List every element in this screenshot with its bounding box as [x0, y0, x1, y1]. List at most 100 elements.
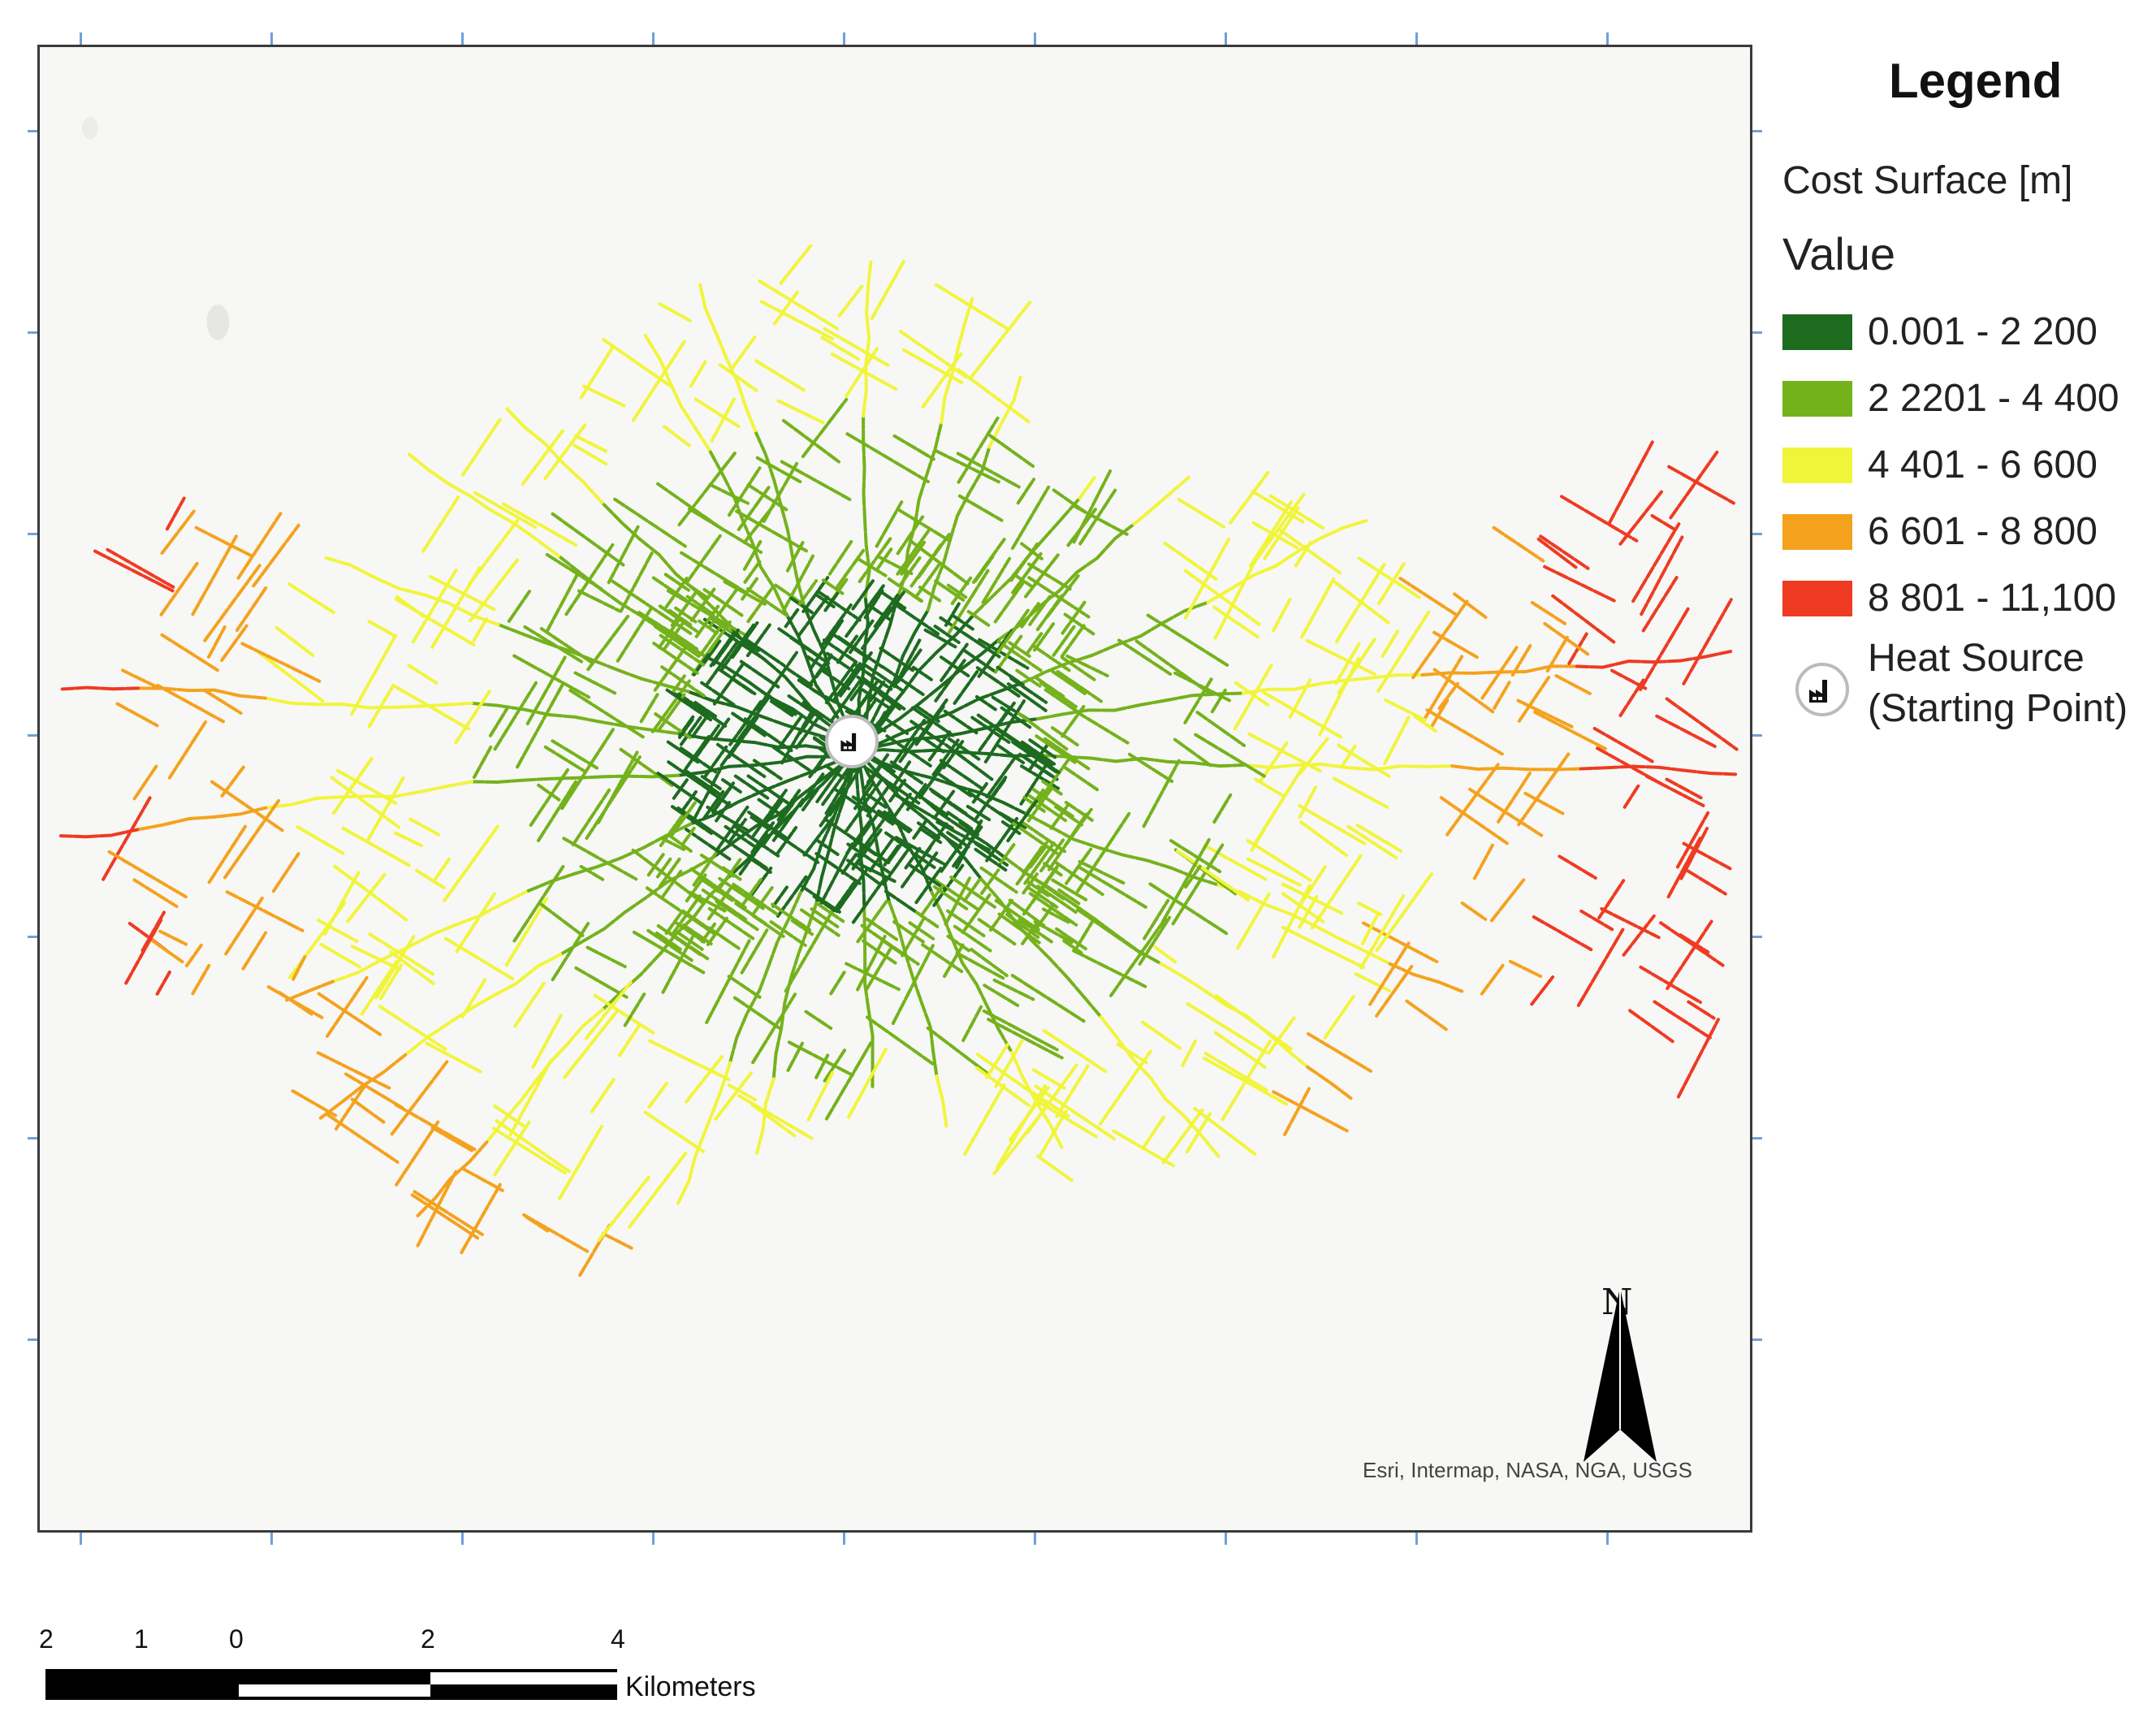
road-segment	[444, 780, 474, 789]
road-segment	[1061, 655, 1097, 682]
road-segment	[787, 1040, 854, 1077]
road-segment	[908, 921, 935, 941]
legend-class-label: 2 2201 - 4 400	[1868, 377, 2119, 420]
legend: Legend Cost Surface [m] Value 0.001 - 2 …	[1778, 45, 2152, 776]
road-segment	[880, 664, 925, 697]
road-segment	[993, 582, 1025, 624]
road-segment	[1173, 671, 1231, 703]
road-segment	[801, 397, 849, 459]
road-segment	[1239, 890, 1268, 906]
graticule-tick	[652, 1533, 655, 1545]
road-segment	[864, 945, 893, 992]
road-segment	[1679, 655, 1708, 663]
road-segment	[416, 1170, 458, 1248]
road-segment	[1533, 710, 1607, 750]
road-segment	[1412, 972, 1441, 984]
road-segment	[1627, 659, 1657, 664]
road-segment	[1099, 1014, 1119, 1040]
road-segment	[978, 704, 1013, 753]
road-segment	[1160, 609, 1186, 625]
road-segment	[1008, 641, 1031, 658]
road-segment	[1203, 1057, 1290, 1107]
road-segment	[187, 815, 217, 821]
road-segment	[1675, 811, 1710, 869]
road-segment	[862, 517, 868, 547]
road-segment	[1025, 880, 1052, 899]
map-frame[interactable]	[37, 45, 1752, 1533]
road-segment	[1354, 972, 1392, 992]
road-segment	[501, 502, 577, 547]
road-segment	[1679, 826, 1709, 880]
road-segment	[987, 421, 1004, 449]
road-segment	[685, 1055, 724, 1104]
road-segment	[866, 259, 873, 289]
road-segment	[650, 679, 691, 733]
road-segment	[1667, 465, 1735, 505]
road-segment	[1645, 774, 1705, 807]
graticule-tick	[28, 936, 37, 938]
road-segment	[167, 718, 209, 780]
road-segment	[223, 798, 281, 880]
road-segment	[271, 852, 300, 893]
road-segment	[1000, 820, 1022, 836]
road-segment	[539, 902, 585, 937]
road-segment	[543, 422, 587, 481]
road-segment	[1246, 838, 1312, 882]
road-segment	[502, 1099, 523, 1122]
heat-source-marker[interactable]	[825, 715, 879, 768]
road-segment	[504, 897, 549, 967]
road-segment	[832, 881, 856, 913]
road-segment	[797, 634, 810, 663]
road-segment	[1343, 676, 1373, 682]
road-segment	[814, 1053, 830, 1079]
road-segment	[1034, 1084, 1117, 1141]
road-segment	[573, 434, 608, 453]
road-segment	[1628, 1009, 1675, 1044]
road-segment	[733, 774, 771, 802]
road-segment	[1116, 1042, 1148, 1065]
road-segment	[740, 928, 769, 975]
road-segment	[687, 1155, 697, 1183]
road-segment	[974, 694, 997, 711]
road-segment	[252, 523, 300, 588]
road-segment	[736, 380, 748, 409]
road-segment	[851, 579, 875, 611]
road-segment	[1346, 766, 1376, 772]
road-segment	[616, 668, 643, 681]
road-segment	[905, 783, 927, 811]
road-segment	[356, 958, 384, 975]
road-segment	[1191, 761, 1221, 768]
road-segment	[731, 711, 767, 737]
road-segment	[1285, 1048, 1310, 1069]
road-segment	[493, 1120, 531, 1177]
road-segment	[732, 495, 745, 522]
road-segment	[1037, 756, 1072, 802]
road-segment	[1005, 913, 1040, 939]
road-segment	[914, 562, 942, 599]
road-segment	[1142, 1115, 1166, 1149]
road-segment	[664, 910, 684, 936]
road-segment	[1687, 1000, 1716, 1020]
road-segment	[1251, 521, 1299, 550]
graticule-tick	[1606, 1533, 1609, 1545]
road-segment	[797, 595, 829, 638]
road-segment	[1383, 716, 1411, 766]
road-segment	[771, 885, 789, 908]
road-segment	[1063, 766, 1100, 793]
road-segment	[616, 606, 654, 663]
road-segment	[1066, 653, 1094, 665]
road-segment	[1161, 1108, 1204, 1165]
road-segment	[1064, 801, 1094, 822]
road-segment	[694, 604, 720, 638]
road-segment	[851, 879, 885, 924]
road-segment	[955, 491, 971, 518]
road-segment	[985, 1040, 1011, 1079]
road-segment	[966, 609, 991, 627]
road-segment	[846, 842, 891, 874]
road-segment	[1305, 638, 1377, 677]
road-segment	[745, 587, 789, 618]
road-segment	[124, 918, 163, 985]
road-segment	[1052, 625, 1076, 657]
road-segment	[581, 927, 606, 943]
road-segment	[59, 685, 89, 691]
